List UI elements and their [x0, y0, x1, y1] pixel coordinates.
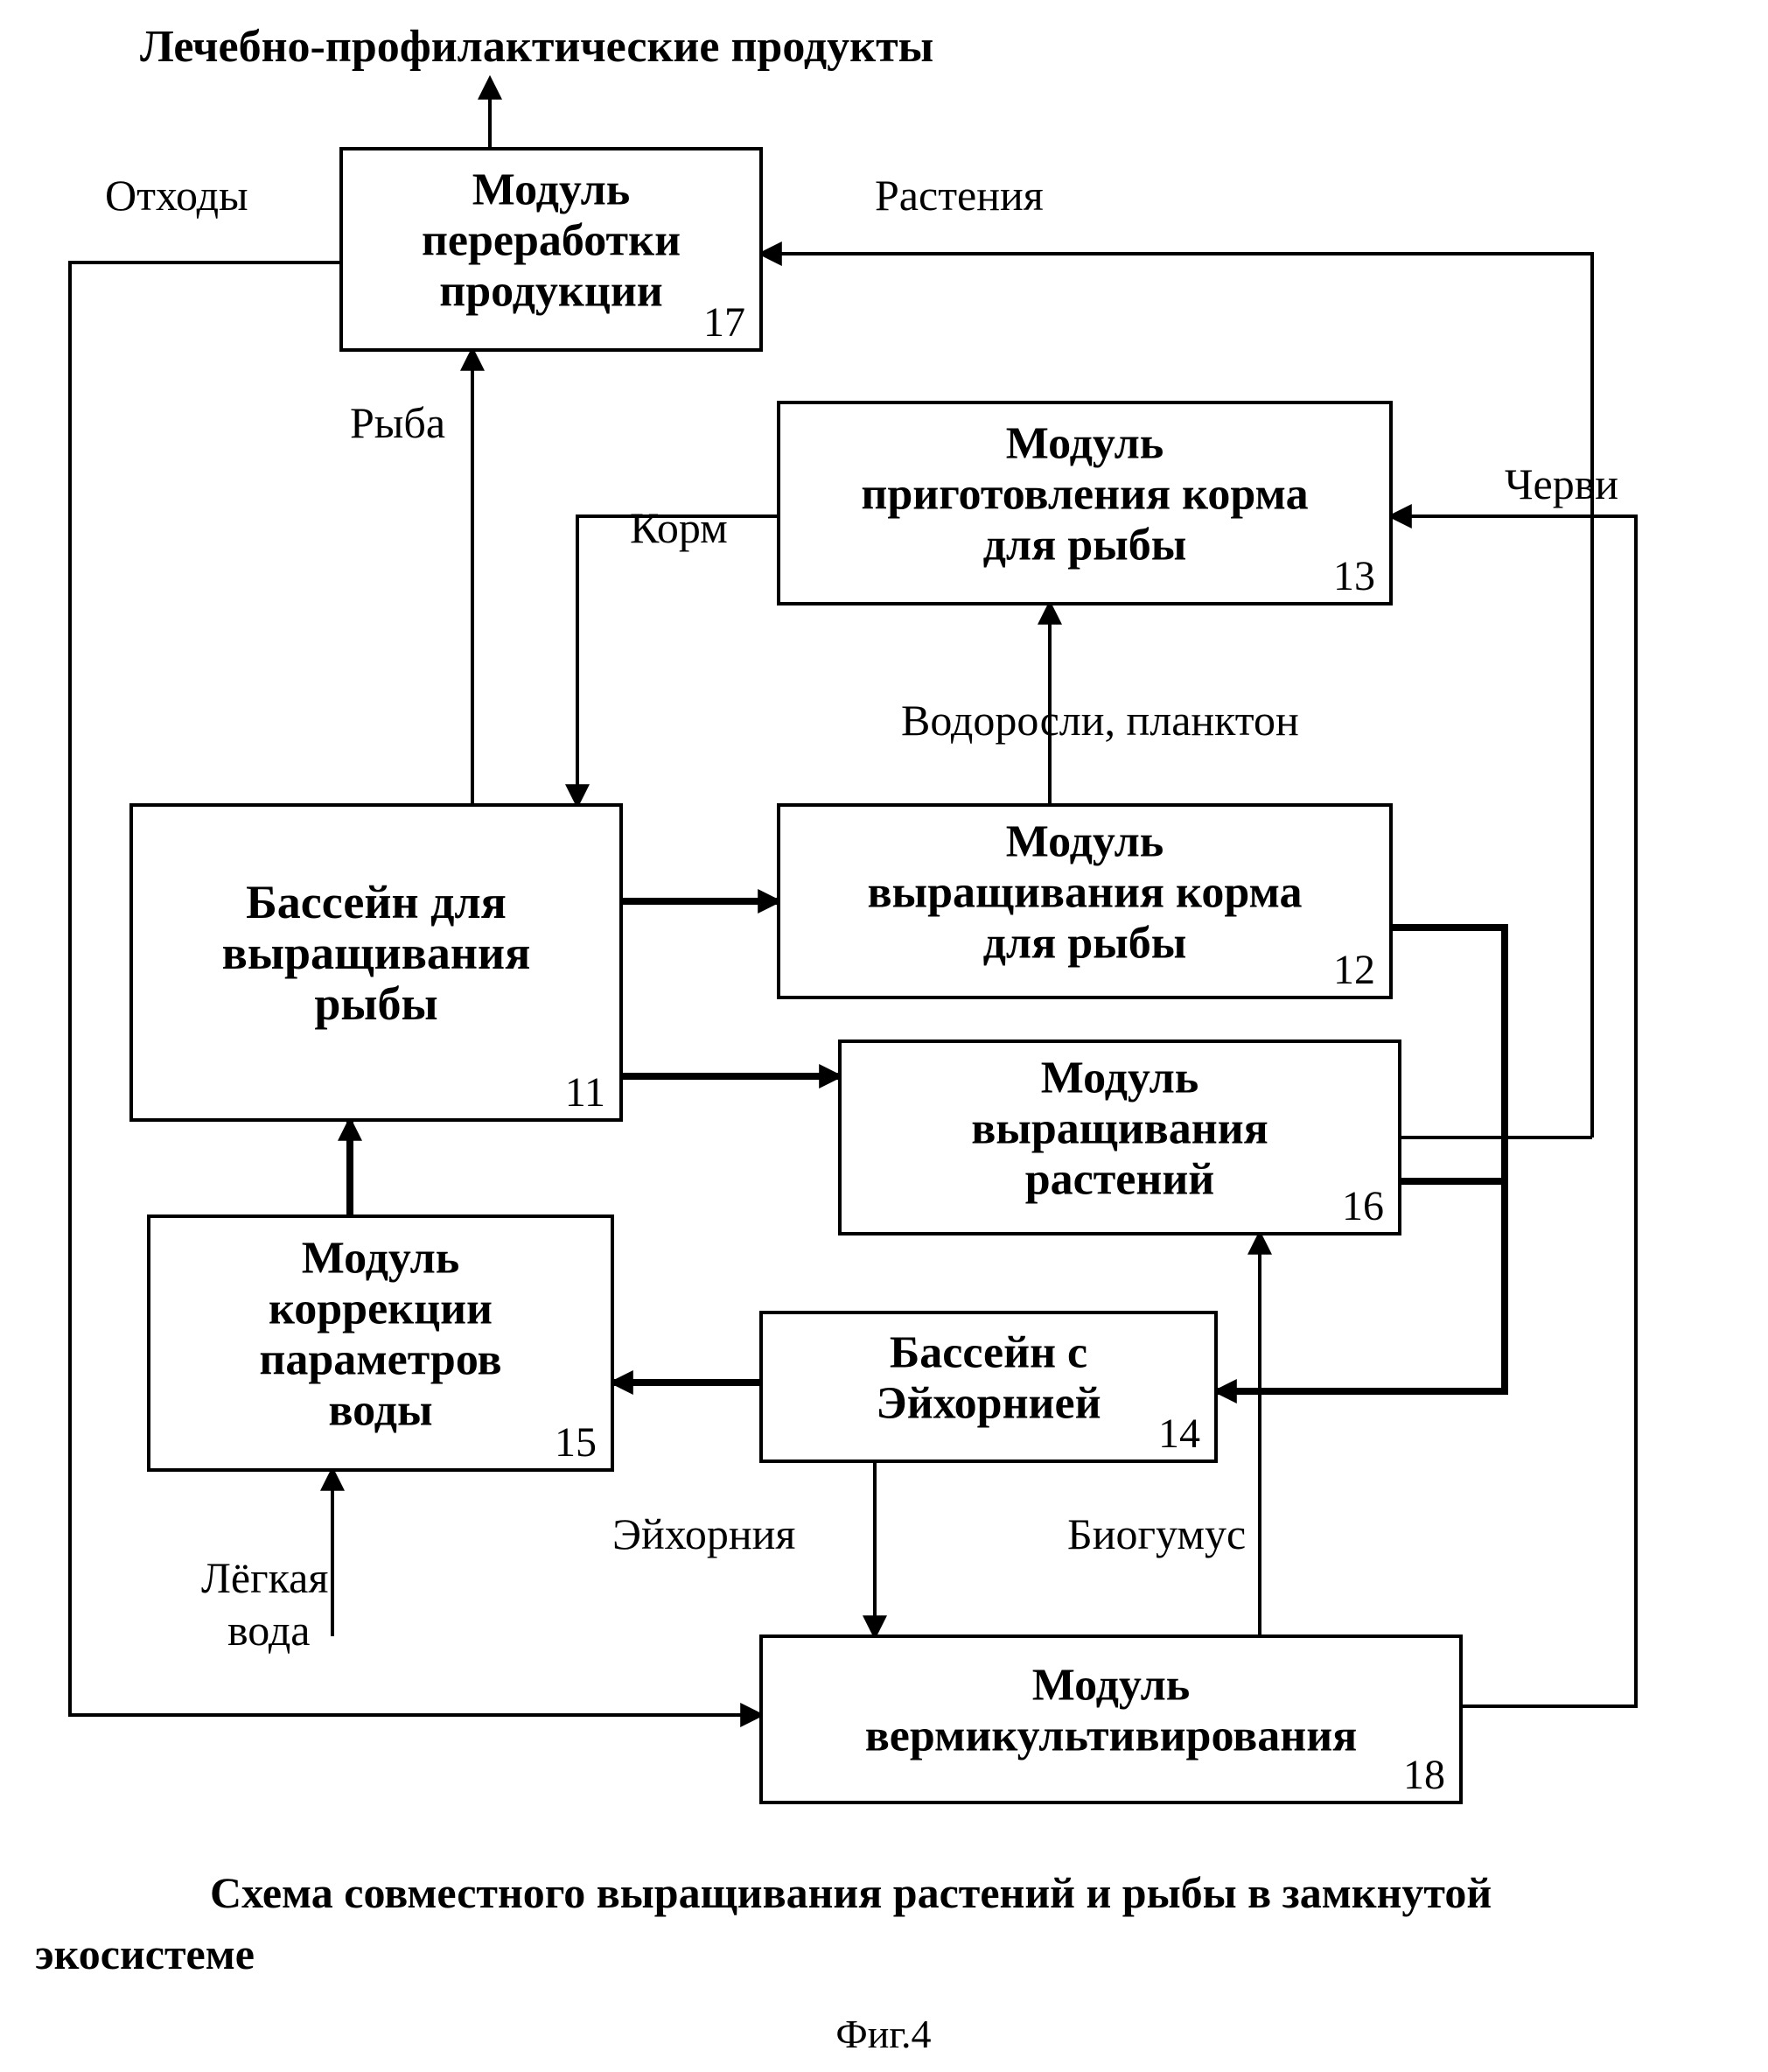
- node-number: 14: [1158, 1410, 1200, 1457]
- node-label: параметров: [259, 1334, 501, 1384]
- node-n15: Модулькоррекциипараметровводы 15: [149, 1216, 612, 1470]
- node-label: переработки: [422, 215, 681, 265]
- node-n11: Бассейн длявыращиваниярыбы 11: [131, 805, 621, 1120]
- node-label: Эйхорнией: [876, 1378, 1101, 1428]
- edge: [577, 516, 779, 805]
- node-n14: Бассейн сЭйхорнией 14: [761, 1312, 1216, 1461]
- node-label: рыбы: [314, 977, 437, 1030]
- node-label: коррекции: [269, 1284, 493, 1334]
- node-label: продукции: [439, 266, 663, 316]
- node-label: Модуль: [302, 1233, 460, 1283]
- node-label: Модуль: [1006, 418, 1164, 468]
- node-label: Модуль: [472, 164, 631, 214]
- node-label: воды: [328, 1385, 432, 1435]
- node-label: выращивания: [222, 927, 531, 979]
- node-label: для рыбы: [983, 520, 1187, 570]
- node-number: 11: [565, 1069, 605, 1116]
- node-label: Бассейн с: [890, 1327, 1087, 1377]
- node-n16: Модульвыращиваниярастений 16: [840, 1041, 1400, 1234]
- node-n12: Модульвыращивания кормадля рыбы 12: [779, 805, 1391, 998]
- edge-label: Эйхорния: [612, 1509, 795, 1558]
- node-label: вермикультивирования: [865, 1711, 1358, 1760]
- node-number: 15: [555, 1419, 597, 1466]
- node-n18: Модульвермикультивирования 18: [761, 1636, 1461, 1802]
- node-label: Модуль: [1041, 1053, 1199, 1102]
- edge-label: Лёгкая: [201, 1553, 328, 1602]
- node-label: для рыбы: [983, 918, 1187, 968]
- node-number: 13: [1333, 553, 1375, 599]
- node-label: Модуль: [1032, 1660, 1191, 1710]
- edge-label: Рыба: [350, 398, 445, 447]
- edge-label: Водоросли, планктон: [901, 696, 1299, 745]
- diagram-canvas: Лечебно-профилактические продукты Отходы Р…: [0, 0, 1768, 2072]
- figure-label: Фиг.4: [835, 2012, 931, 2056]
- edge-label: Растения: [875, 171, 1044, 220]
- node-number: 17: [703, 299, 745, 346]
- edge-label: Черви: [1505, 459, 1618, 508]
- edge-label: Корм: [630, 503, 728, 552]
- node-label: Модуль: [1006, 816, 1164, 866]
- node-label: выращивания корма: [867, 867, 1302, 917]
- node-label: растений: [1025, 1154, 1215, 1204]
- node-n13: Модульприготовления кормадля рыбы 13: [779, 402, 1391, 604]
- node-label: приготовления корма: [861, 469, 1308, 519]
- caption-line: Схема совместного выращивания растений и…: [210, 1868, 1492, 1917]
- edge-label: Отходы: [105, 171, 248, 220]
- node-label: выращивания: [971, 1103, 1268, 1153]
- edge: [1391, 516, 1636, 1706]
- edge-label: Биогумус: [1067, 1509, 1246, 1558]
- node-number: 12: [1333, 947, 1375, 993]
- node-label: Бассейн для: [246, 876, 507, 928]
- caption-line: экосистеме: [35, 1929, 255, 1978]
- node-number: 18: [1403, 1752, 1445, 1798]
- node-number: 16: [1342, 1183, 1384, 1229]
- edge-label: вода: [227, 1606, 310, 1655]
- page-title: Лечебно-профилактические продукты: [140, 22, 933, 72]
- node-n17: Модульпереработкипродукции 17: [341, 149, 761, 350]
